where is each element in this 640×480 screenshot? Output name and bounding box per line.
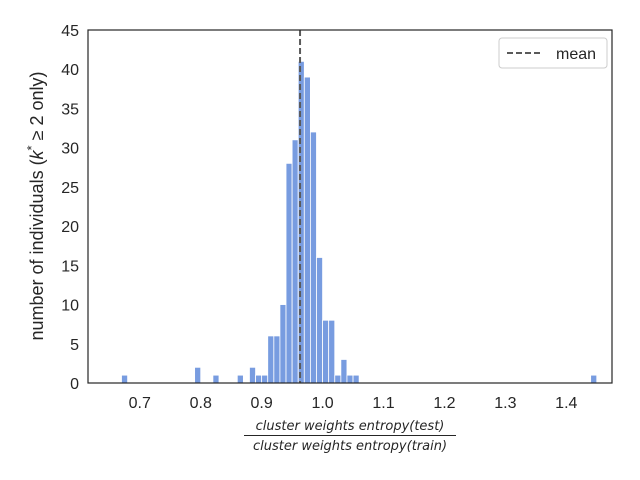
legend-mean-label: mean [556,46,596,63]
histogram-bar-11 [291,139,299,384]
legend-box [498,37,608,69]
y-tick-label: 25 [61,180,79,197]
histogram-bar-8 [273,335,281,384]
y-tick-label: 45 [61,23,79,40]
x-tick-label: 0.8 [190,395,212,412]
x-tick-label: 1.1 [372,395,394,412]
histogram-bar-0 [121,374,129,384]
y-tick-label: 30 [61,141,79,158]
x-tick-label: 1.0 [311,395,333,412]
histogram-bar-7 [267,335,275,384]
plot-frame [87,29,613,384]
y-tick-label: 15 [61,258,79,275]
y-tick-label: 5 [70,337,79,354]
histogram-bar-15 [316,257,323,384]
x-tick-label: 0.9 [251,395,273,412]
histogram-bar-21 [352,374,360,384]
y-tick-label: 35 [61,101,79,118]
histogram-bar-9 [279,304,287,384]
histogram-bar-1 [194,366,202,384]
x-tick-label: 1.2 [433,395,455,412]
y-tick-label: 40 [61,62,79,79]
histogram-bar-20 [346,374,354,384]
y-tick-label: 0 [70,376,79,393]
x-label-denominator: cluster weights entropy(train) [253,439,447,454]
histogram-bar-10 [285,162,293,384]
histogram-bar-19 [340,359,348,384]
x-tick-label: 1.3 [494,395,516,412]
y-axis-label: number of individuals (k* ≥ 2 only) [24,71,47,340]
histogram-bar-16 [322,319,330,384]
histogram-bar-17 [328,319,336,384]
x-tick-label: 0.7 [129,395,151,412]
histogram-bar-18 [334,374,342,384]
x-tick-label: 1.4 [555,395,577,412]
histogram-bar-13 [303,76,311,384]
histogram-bar-4 [249,366,256,384]
x-label-numerator: cluster weights entropy(test) [256,419,445,434]
histogram-bar-6 [261,374,269,384]
y-tick-labels: 0 5 10 15 20 25 30 35 40 45 [61,23,79,393]
histogram-bar-2 [212,374,220,384]
histogram-bar-3 [236,374,244,384]
histogram-bar-5 [255,374,263,384]
x-tick-labels: 0.7 0.8 0.9 1.0 1.1 1.2 1.3 1.4 [129,395,578,412]
histogram-bar-22 [590,374,598,384]
legend: mean [498,37,608,69]
y-tick-label: 10 [61,298,79,315]
histogram-bar-14 [309,131,317,384]
y-tick-label: 20 [61,219,79,236]
